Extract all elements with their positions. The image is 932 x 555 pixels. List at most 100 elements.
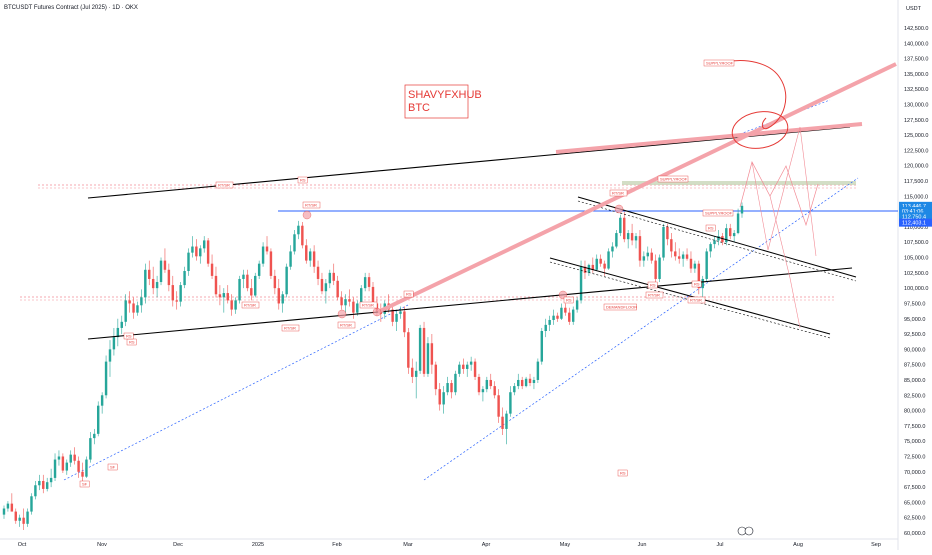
replay-icon[interactable] <box>737 526 754 536</box>
candle <box>579 260 583 304</box>
candle-body <box>595 258 598 270</box>
candle-body <box>26 511 29 524</box>
candle-body <box>85 459 88 477</box>
candle <box>646 246 650 261</box>
candle <box>242 269 245 289</box>
candle <box>701 275 704 298</box>
tag-label: RT/SR <box>244 303 256 308</box>
annotation-tag: RS <box>705 224 716 232</box>
candle-body <box>426 343 430 374</box>
candle <box>148 260 151 286</box>
tag-box <box>403 290 414 298</box>
candle-body <box>442 392 445 405</box>
tag-box <box>79 480 90 488</box>
candle <box>18 514 21 527</box>
candle-body <box>22 517 25 524</box>
candle-body <box>685 254 689 259</box>
candle-body <box>477 376 481 393</box>
candle <box>454 370 457 396</box>
candle <box>53 453 57 481</box>
candle <box>548 315 551 331</box>
annotation-tag: RS <box>403 290 414 298</box>
candle-body <box>261 246 265 264</box>
time-axis[interactable]: Oct Nov Dec 2025 Feb Mar Apr May Jun Jul Aug Sep <box>18 542 881 548</box>
candle <box>442 386 445 414</box>
candle-body <box>53 459 57 478</box>
candle-body <box>6 503 10 509</box>
candle <box>536 358 540 384</box>
candle <box>81 462 84 481</box>
price-tick-label: 92,500.0 <box>904 332 925 338</box>
candle-body <box>544 324 547 331</box>
candle <box>340 291 343 310</box>
candle-body <box>689 258 693 269</box>
candle-body <box>45 482 49 489</box>
candles[interactable] <box>2 202 744 530</box>
annotation-tag: RT/SR <box>215 181 234 189</box>
candle <box>721 233 724 246</box>
shavyfxhub-label[interactable]: SHAVYFXHUB BTC <box>404 84 482 119</box>
tag-box <box>123 332 134 340</box>
candle <box>469 356 473 371</box>
tag-box <box>645 291 664 299</box>
candle-body <box>509 392 512 414</box>
price-tick-label: 100,000.0 <box>904 286 928 292</box>
candle-body <box>513 386 516 393</box>
price-tick-label: 132,500.0 <box>904 87 928 93</box>
candle <box>595 254 598 272</box>
candle <box>630 223 634 246</box>
price-tick-label: 85,000.0 <box>904 378 925 384</box>
annotation-tag: SUPPLYROOF <box>703 59 735 67</box>
candle-body <box>548 319 551 325</box>
price-tag-text: 112,403.1 <box>902 221 926 227</box>
annotation-tag: RT/SR <box>645 291 664 299</box>
candle-body <box>42 480 45 489</box>
candle <box>30 493 33 515</box>
candle-body <box>626 233 630 240</box>
candle <box>226 285 229 304</box>
candle-body <box>583 266 587 273</box>
tag-box <box>241 301 260 309</box>
candle-body <box>336 280 339 298</box>
tag-box <box>703 59 735 67</box>
candle <box>277 278 281 310</box>
time-tick-label: May <box>560 542 571 548</box>
candle <box>477 373 481 396</box>
candle <box>230 294 233 316</box>
candle <box>108 340 112 377</box>
candle <box>642 251 646 267</box>
candle-body <box>293 234 296 252</box>
candle-body <box>61 456 65 471</box>
candle-body <box>2 508 6 515</box>
candle-body <box>18 517 21 521</box>
candle <box>297 220 300 240</box>
candle-body <box>191 246 194 253</box>
price-axis[interactable]: 60,000.0 62,500.0 65,000.0 67,500.0 70,000.0… <box>904 26 928 537</box>
time-tick-label: Oct <box>18 542 27 548</box>
candle-body <box>128 300 131 304</box>
price-tag: 112,403.1 <box>899 218 932 227</box>
tag-label: RT/SR <box>218 183 230 188</box>
tag-label: RS <box>406 292 412 297</box>
candle <box>254 272 257 298</box>
candle-body <box>407 332 410 368</box>
price-tick-label: 110,000.0 <box>904 225 928 231</box>
candle-body <box>234 300 237 310</box>
candle <box>740 202 744 218</box>
candle <box>399 306 402 319</box>
candle <box>100 392 104 414</box>
price-tag-text: 113,446.7 <box>902 204 926 210</box>
candle-body <box>732 233 736 237</box>
tag-box <box>647 281 658 289</box>
price-tick-label: 70,000.0 <box>904 470 925 476</box>
candle <box>407 327 410 374</box>
candle-body <box>650 252 653 261</box>
candle-body <box>454 373 457 393</box>
annotation-tag: SF <box>107 463 118 471</box>
candle-body <box>465 364 469 369</box>
annotation-tag: RT/SR <box>359 301 378 309</box>
candle <box>183 266 186 289</box>
candle-body <box>438 389 441 405</box>
